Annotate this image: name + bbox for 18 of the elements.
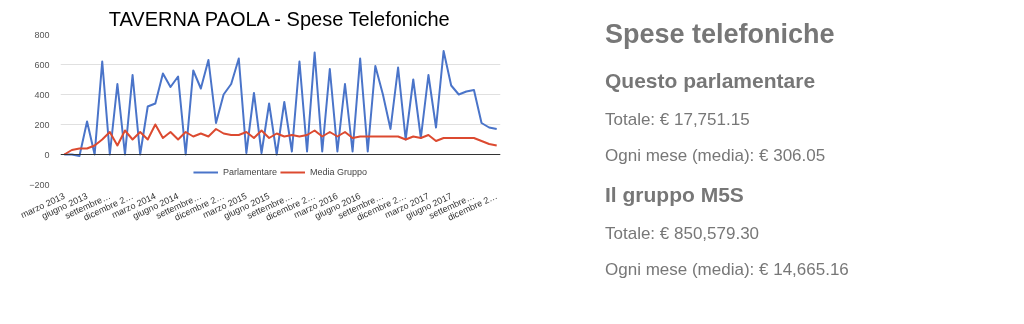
y-tick-label: −200 xyxy=(29,179,50,190)
y-tick-label: 200 xyxy=(34,119,50,130)
text: Ogni mese (media): € 14,665.16 xyxy=(605,259,849,282)
y-tick-label: 400 xyxy=(34,89,50,100)
line-series xyxy=(63,123,498,156)
y-tick-label: 800 xyxy=(34,29,50,40)
text: Questo parlamentare xyxy=(605,67,817,94)
y-tick-label: 600 xyxy=(34,59,50,70)
text: Totale: € 850,579.30 xyxy=(605,223,761,246)
text: Totale: € 17,751.15 xyxy=(605,108,751,131)
text: Il gruppo M5S xyxy=(605,182,745,209)
chart-title: TAVERNA PAOLA - Spese Telefoniche xyxy=(108,7,450,30)
legend-label: Parlamentare xyxy=(222,167,277,177)
line-series xyxy=(63,50,498,157)
y-tick-label: 0 xyxy=(44,149,50,160)
legend-label: Media Gruppo xyxy=(309,167,368,177)
text: Ogni mese (media): € 306.05 xyxy=(605,144,827,167)
text: Spese telefoniche xyxy=(605,18,836,51)
